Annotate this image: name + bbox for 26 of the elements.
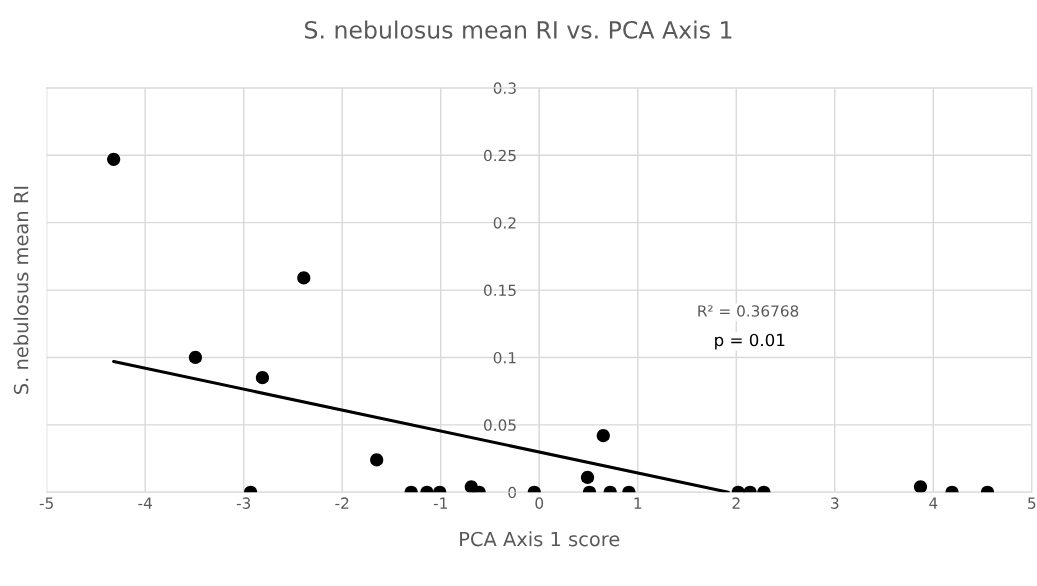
point	[255, 371, 269, 385]
x-tick-label: 5	[1028, 497, 1036, 509]
x-tick-label: 2	[732, 497, 740, 509]
y-tick-label: 0.3	[493, 82, 516, 94]
y-tick-label: 0	[508, 486, 516, 499]
x-tick-label: -1	[433, 497, 447, 509]
annotation: p = 0.01	[715, 333, 785, 350]
x-tick-label: -2	[335, 497, 349, 509]
x-tick-label: 1	[634, 497, 642, 509]
x-tick-label: -4	[138, 497, 152, 509]
y-tick-label: 0.15	[484, 284, 516, 297]
y-tick-label: 0.2	[493, 217, 516, 229]
y-tick-label: 0.05	[484, 419, 516, 431]
x-tick-label: 0	[535, 497, 544, 509]
chart-title: S. nebulosus mean RI vs. PCA Axis 1	[305, 20, 732, 39]
x-axis-title: PCA Axis 1 score	[460, 531, 620, 547]
y-tick-label: 0.25	[484, 149, 516, 162]
annotation: R² = 0.36768	[698, 305, 799, 317]
x-tick-label: -5	[39, 497, 53, 509]
x-tick-label: -3	[236, 497, 251, 509]
point	[188, 350, 203, 365]
x-tick-label: 4	[929, 497, 938, 509]
y-axis-title: S. nebulosus mean RI	[13, 186, 29, 394]
point	[297, 271, 311, 285]
x-tick-label: 3	[831, 497, 839, 509]
y-tick-label: 0.1	[493, 351, 516, 364]
